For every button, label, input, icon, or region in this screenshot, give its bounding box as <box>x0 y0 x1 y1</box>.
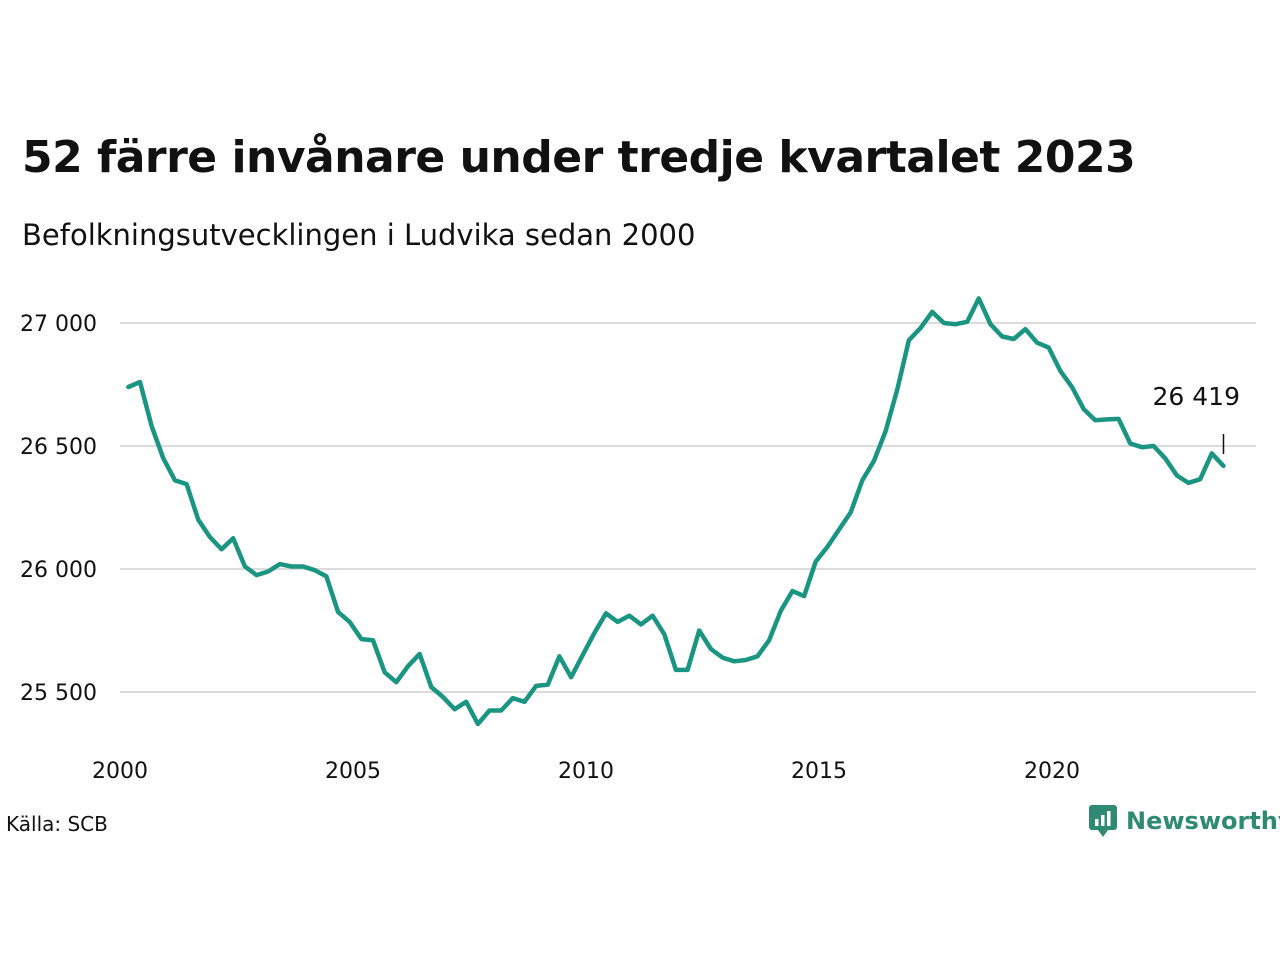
y-axis-tick-labels: 25 500 26 000 26 500 27 000 <box>20 312 97 706</box>
y-tick-label: 25 500 <box>20 681 97 706</box>
x-tick-label: 2020 <box>1024 759 1080 784</box>
grid-lines <box>120 322 1256 693</box>
brand-logo: Newsworthy <box>1088 804 1280 838</box>
x-tick-label: 2000 <box>92 759 148 784</box>
chart-title: 52 färre invånare under tredje kvartalet… <box>22 132 1136 183</box>
x-axis-tick-labels: 2000 2005 2010 2015 2020 <box>92 759 1080 784</box>
x-tick-label: 2005 <box>325 759 381 784</box>
newsworthy-logo-icon <box>1089 805 1117 837</box>
population-series-line <box>126 296 1226 727</box>
y-tick-label: 26 500 <box>20 435 97 460</box>
y-tick-label: 27 000 <box>20 312 97 337</box>
source-note: Källa: SCB <box>6 812 108 836</box>
y-tick-label: 26 000 <box>20 558 97 583</box>
x-tick-label: 2015 <box>791 759 847 784</box>
x-tick-label: 2010 <box>558 759 614 784</box>
chart-subtitle: Befolkningsutvecklingen i Ludvika sedan … <box>22 218 696 252</box>
brand-name: Newsworthy <box>1126 807 1280 835</box>
annotation-label: 26 419 <box>1153 382 1240 411</box>
